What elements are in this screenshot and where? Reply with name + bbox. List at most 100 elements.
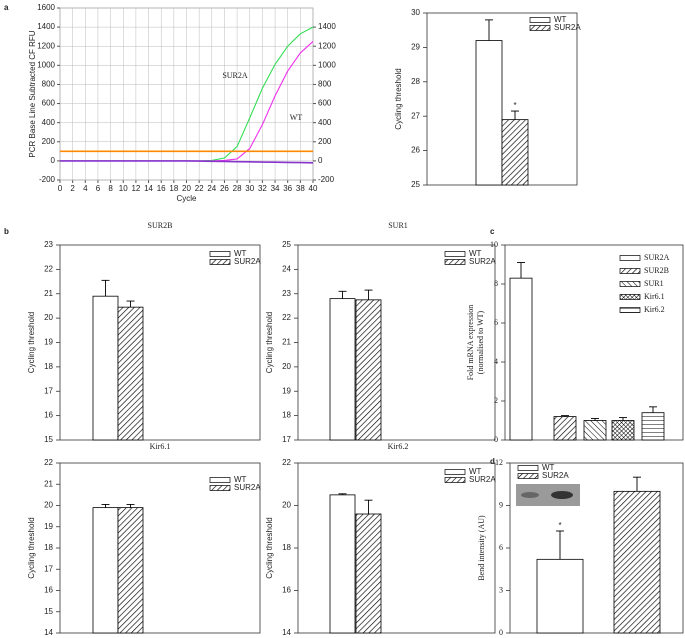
legend-swatch xyxy=(517,465,539,471)
y-tick-label: 14 xyxy=(282,628,291,637)
legend-swatch xyxy=(444,251,466,257)
x-tick-label: 6 xyxy=(96,184,101,193)
y-tick-label: 16 xyxy=(282,586,291,595)
chart-title: SUR1 xyxy=(388,221,408,230)
y-tick-label: 20 xyxy=(44,501,53,510)
x-tick-label: 2 xyxy=(70,184,75,193)
legend-label: WT xyxy=(234,475,247,484)
y-tick-label: 10 xyxy=(490,240,498,249)
x-tick-label: 26 xyxy=(220,184,229,193)
y-tick-label: 1200 xyxy=(37,41,55,50)
bar xyxy=(475,40,503,186)
legend-label: SUR2A xyxy=(469,475,496,484)
y2-tick-label: 400 xyxy=(318,118,332,127)
y-tick-label: 21 xyxy=(44,479,53,488)
y-tick-label: 600 xyxy=(42,99,56,108)
error-bar xyxy=(364,499,373,514)
bar xyxy=(117,507,144,634)
y2-tick-label: 1200 xyxy=(318,41,336,50)
legend-label: SUR1 xyxy=(644,279,664,288)
x-tick-label: 38 xyxy=(296,184,305,193)
y-tick-label: 2 xyxy=(494,396,498,405)
y-tick-label: 9 xyxy=(499,500,503,509)
error-bar xyxy=(126,300,135,308)
y-tick-label: 17 xyxy=(282,435,291,444)
bar xyxy=(583,420,607,441)
y-tick-label: 29 xyxy=(411,43,420,52)
y-axis-label: (normalised to WT) xyxy=(476,310,485,374)
chart-title: SUR2B xyxy=(148,221,173,230)
error-bar xyxy=(338,290,347,299)
y-tick-label: 1600 xyxy=(37,3,55,12)
bar xyxy=(355,299,382,441)
legend-swatch xyxy=(529,25,551,31)
y-axis-label: Bend intensity (AU) xyxy=(477,515,486,581)
error-bar xyxy=(126,503,135,508)
y-tick-label: 28 xyxy=(411,77,420,86)
legend-swatch xyxy=(209,477,231,483)
bar xyxy=(611,420,635,441)
y-tick-label: 14 xyxy=(44,628,53,637)
plot-frame xyxy=(297,462,496,634)
legend-swatch xyxy=(209,259,231,265)
x-tick-label: 0 xyxy=(58,184,63,193)
bar xyxy=(641,412,665,441)
legend-swatch xyxy=(444,477,466,483)
x-tick-label: 30 xyxy=(245,184,254,193)
error-bar xyxy=(561,415,569,417)
error-bar xyxy=(101,503,110,508)
panel-label: d xyxy=(490,457,495,466)
error-bar xyxy=(517,262,525,279)
legend-label: WT xyxy=(469,467,482,476)
y2-tick-label: 800 xyxy=(318,80,332,89)
legend-label: SUR2A xyxy=(234,483,261,492)
legend-swatch xyxy=(619,307,641,313)
y-tick-label: 18 xyxy=(282,543,291,552)
y-axis-label: Cycling threshold xyxy=(27,312,36,373)
error-bar xyxy=(556,530,564,560)
x-tick-label: 40 xyxy=(309,184,318,193)
error-bar xyxy=(619,417,627,421)
y-tick-label: 22 xyxy=(44,458,53,467)
legend-swatch xyxy=(517,473,539,479)
error-bar xyxy=(633,476,641,492)
y2-tick-label: 1000 xyxy=(318,60,336,69)
y-tick-label: 17 xyxy=(44,564,53,573)
bar xyxy=(355,513,382,634)
legend-label: SUR2A xyxy=(644,253,670,262)
y-tick-label: 27 xyxy=(411,111,420,120)
legend-label: Kir6.1 xyxy=(644,292,665,301)
legend-swatch xyxy=(209,485,231,491)
x-tick-label: 24 xyxy=(207,184,216,193)
y-tick-label: 20 xyxy=(44,313,53,322)
bar xyxy=(92,295,119,441)
chart-title: Kir6.1 xyxy=(150,442,171,451)
y-tick-label: 18 xyxy=(44,362,53,371)
legend-label: Kir6.2 xyxy=(644,305,665,314)
y-tick-label: 23 xyxy=(282,289,291,298)
y-tick-label: 6 xyxy=(494,318,498,327)
bar xyxy=(509,277,533,441)
y2-tick-label: 600 xyxy=(318,99,332,108)
y-tick-label: 15 xyxy=(44,607,53,616)
legend-swatch xyxy=(619,294,641,300)
y-tick-label: 18 xyxy=(44,543,53,552)
y-tick-label: 8 xyxy=(494,279,498,288)
y-tick-label: 0 xyxy=(499,628,503,637)
bar xyxy=(329,494,356,634)
error-bar xyxy=(101,279,110,297)
error-bar xyxy=(591,418,599,421)
y2-tick-label: 200 xyxy=(318,137,332,146)
y-tick-label: 21 xyxy=(282,338,291,347)
y-tick-label: 4 xyxy=(494,357,498,366)
y-tick-label: 800 xyxy=(42,80,56,89)
series-label: WT xyxy=(290,113,303,122)
y-tick-label: 0 xyxy=(51,156,56,165)
panel-label: a xyxy=(4,3,9,12)
error-bar xyxy=(649,406,657,413)
y-axis-label: Cycling threshold xyxy=(265,312,274,373)
bar xyxy=(553,416,577,441)
x-tick-label: 10 xyxy=(119,184,128,193)
x-axis-label: Cycle xyxy=(176,194,197,203)
